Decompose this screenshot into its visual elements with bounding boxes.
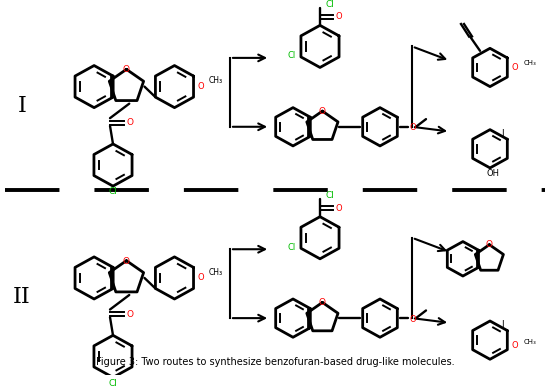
Text: OH: OH xyxy=(487,169,499,178)
Text: O: O xyxy=(512,63,519,72)
Text: Cl: Cl xyxy=(326,0,334,9)
Text: O: O xyxy=(410,123,417,132)
Text: I: I xyxy=(18,95,26,117)
Text: II: II xyxy=(13,286,31,308)
Text: O: O xyxy=(319,107,326,116)
Text: CH₃: CH₃ xyxy=(524,60,537,66)
Text: O: O xyxy=(123,65,130,74)
Text: I: I xyxy=(500,320,503,329)
Text: O: O xyxy=(126,119,134,127)
Text: Figure 3: Two routes to synthesize benzofuran-based drug-like molecules.: Figure 3: Two routes to synthesize benzo… xyxy=(96,357,454,367)
Text: CH₃: CH₃ xyxy=(208,268,223,277)
Text: O: O xyxy=(197,82,204,91)
Text: Cl: Cl xyxy=(288,243,296,252)
Text: O: O xyxy=(512,341,519,350)
Text: Cl: Cl xyxy=(288,51,296,61)
Text: Cl: Cl xyxy=(108,187,118,196)
Text: O: O xyxy=(486,240,493,249)
Text: O: O xyxy=(336,203,342,213)
Text: O: O xyxy=(123,257,130,266)
Text: O: O xyxy=(336,12,342,21)
Text: CH₃: CH₃ xyxy=(524,339,537,345)
Text: O: O xyxy=(319,298,326,307)
Text: Cl: Cl xyxy=(326,191,334,200)
Text: O: O xyxy=(197,273,204,283)
Text: I: I xyxy=(500,129,503,138)
Text: Cl: Cl xyxy=(108,379,118,386)
Text: CH₃: CH₃ xyxy=(208,76,223,85)
Text: O: O xyxy=(410,315,417,323)
Text: O: O xyxy=(126,310,134,319)
